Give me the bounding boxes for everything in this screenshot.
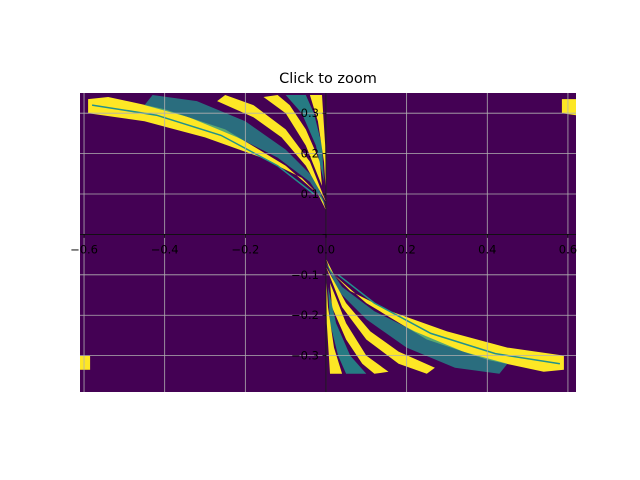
x-tick-label: 0.2 [397, 242, 415, 256]
chart-title: Click to zoom [279, 71, 377, 87]
band-upper-mid-2 [217, 95, 326, 203]
band-lower-mid-1 [326, 262, 508, 374]
y-tick-label: 0.2 [301, 147, 319, 161]
band-upper-inner-2 [285, 95, 324, 182]
y-tick-label: −0.3 [291, 349, 319, 363]
filament-upper [91, 104, 315, 195]
filament-lower [337, 274, 561, 365]
x-tick-label: −0.4 [151, 242, 179, 256]
y-tick-label: 0.1 [301, 187, 319, 201]
x-tick-label: 0.0 [317, 242, 335, 256]
band-upper-inner-3 [309, 95, 326, 194]
band-lower-inner-3 [326, 274, 343, 374]
band-lower-mid-2 [326, 266, 435, 374]
x-tick-label: −0.2 [231, 242, 259, 256]
y-tick-label: −0.2 [291, 308, 319, 322]
band-lower-inner-2 [328, 286, 367, 374]
x-tick-label: 0.6 [559, 242, 577, 256]
plot-area[interactable]: −0.6 −0.4 −0.2 0.0 0.2 0.4 0.6 0.3 0.2 0.1 −0.1 −0.… [70, 93, 577, 392]
y-tick-label: −0.1 [291, 268, 319, 282]
y-tick-label: 0.3 [301, 106, 319, 120]
x-tick-label: 0.4 [478, 242, 496, 256]
x-tick-label: −0.6 [70, 242, 98, 256]
band-upper-mid-1 [144, 95, 326, 207]
edge-fragment-upper-right [561, 99, 576, 116]
edge-fragment-lower-left [80, 355, 91, 370]
